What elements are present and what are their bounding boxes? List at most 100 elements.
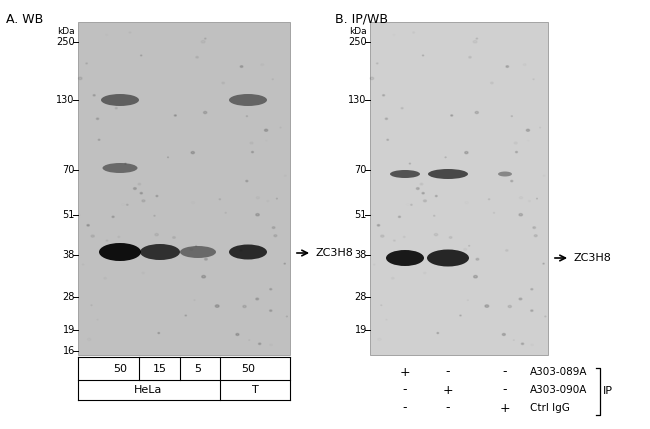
Circle shape: [475, 112, 478, 114]
Ellipse shape: [427, 250, 469, 266]
Circle shape: [460, 315, 461, 316]
Text: kDa: kDa: [57, 27, 75, 36]
Circle shape: [545, 316, 546, 317]
Text: 16: 16: [62, 346, 75, 356]
Circle shape: [469, 56, 471, 58]
Ellipse shape: [229, 94, 267, 106]
Circle shape: [537, 198, 538, 199]
Ellipse shape: [428, 169, 468, 179]
Text: IP: IP: [603, 387, 613, 396]
Circle shape: [112, 216, 114, 218]
Circle shape: [519, 298, 522, 300]
Circle shape: [256, 298, 259, 300]
Bar: [370, 22, 548, 355]
Circle shape: [401, 108, 403, 109]
Circle shape: [185, 315, 187, 316]
Circle shape: [154, 215, 155, 216]
Circle shape: [259, 343, 261, 344]
Circle shape: [125, 163, 126, 164]
Circle shape: [422, 193, 424, 194]
Text: 70: 70: [62, 165, 75, 175]
Text: 50: 50: [241, 363, 255, 374]
Ellipse shape: [390, 170, 420, 178]
Circle shape: [270, 310, 272, 311]
Text: 28: 28: [354, 292, 367, 302]
Circle shape: [96, 118, 99, 120]
Circle shape: [255, 214, 259, 216]
Circle shape: [276, 198, 277, 199]
Text: 70: 70: [354, 165, 367, 175]
Text: 19: 19: [62, 325, 75, 335]
Circle shape: [476, 38, 478, 39]
Circle shape: [381, 235, 384, 237]
Circle shape: [398, 216, 400, 218]
Text: 130: 130: [57, 95, 75, 105]
Circle shape: [115, 108, 117, 109]
Circle shape: [274, 235, 277, 237]
Circle shape: [196, 56, 198, 58]
Text: 38: 38: [354, 250, 367, 260]
Ellipse shape: [498, 172, 512, 176]
Circle shape: [265, 129, 268, 131]
Circle shape: [485, 305, 489, 307]
Circle shape: [411, 204, 412, 205]
Circle shape: [476, 258, 479, 260]
Circle shape: [530, 310, 533, 311]
Circle shape: [205, 38, 206, 39]
Circle shape: [173, 236, 176, 239]
Circle shape: [515, 151, 517, 153]
Text: HeLa: HeLa: [134, 385, 162, 395]
Circle shape: [506, 66, 509, 67]
Text: 19: 19: [354, 325, 367, 335]
Text: Ctrl IgG: Ctrl IgG: [530, 403, 570, 413]
Ellipse shape: [99, 243, 141, 261]
Text: 28: 28: [62, 292, 75, 302]
Circle shape: [127, 204, 128, 205]
Circle shape: [140, 193, 142, 194]
Circle shape: [93, 95, 95, 96]
Circle shape: [531, 289, 533, 290]
Circle shape: [205, 258, 207, 260]
Circle shape: [377, 224, 380, 226]
Circle shape: [243, 305, 246, 308]
Circle shape: [86, 63, 87, 64]
Circle shape: [385, 118, 387, 120]
Circle shape: [202, 275, 205, 278]
Text: +: +: [443, 384, 453, 396]
Text: A303-089A: A303-089A: [530, 367, 588, 377]
Circle shape: [87, 224, 89, 226]
Circle shape: [272, 227, 275, 229]
Text: kDa: kDa: [349, 27, 367, 36]
Circle shape: [252, 151, 254, 153]
Text: 51: 51: [62, 210, 75, 220]
Text: ZC3H8: ZC3H8: [574, 253, 612, 263]
Text: -: -: [403, 402, 408, 414]
Circle shape: [79, 77, 82, 80]
Text: 250: 250: [348, 37, 367, 47]
Circle shape: [434, 215, 435, 216]
Circle shape: [370, 77, 374, 80]
Text: 50: 50: [113, 363, 127, 374]
Text: 15: 15: [153, 363, 167, 374]
Text: -: -: [446, 402, 450, 414]
Text: A303-090A: A303-090A: [530, 385, 588, 395]
Circle shape: [284, 263, 285, 264]
Circle shape: [91, 235, 94, 237]
Text: -: -: [502, 384, 507, 396]
Text: +: +: [500, 402, 510, 414]
Circle shape: [526, 129, 530, 131]
Circle shape: [215, 305, 219, 307]
Circle shape: [270, 289, 272, 290]
Circle shape: [383, 95, 385, 96]
Circle shape: [450, 115, 452, 116]
Circle shape: [543, 263, 544, 264]
Circle shape: [437, 332, 439, 334]
Text: A. WB: A. WB: [6, 13, 44, 26]
Circle shape: [246, 116, 248, 117]
Ellipse shape: [103, 163, 138, 173]
Text: B. IP/WB: B. IP/WB: [335, 13, 388, 26]
Ellipse shape: [229, 245, 267, 260]
Text: 250: 250: [56, 37, 75, 47]
Circle shape: [236, 333, 239, 335]
Text: -: -: [446, 366, 450, 378]
